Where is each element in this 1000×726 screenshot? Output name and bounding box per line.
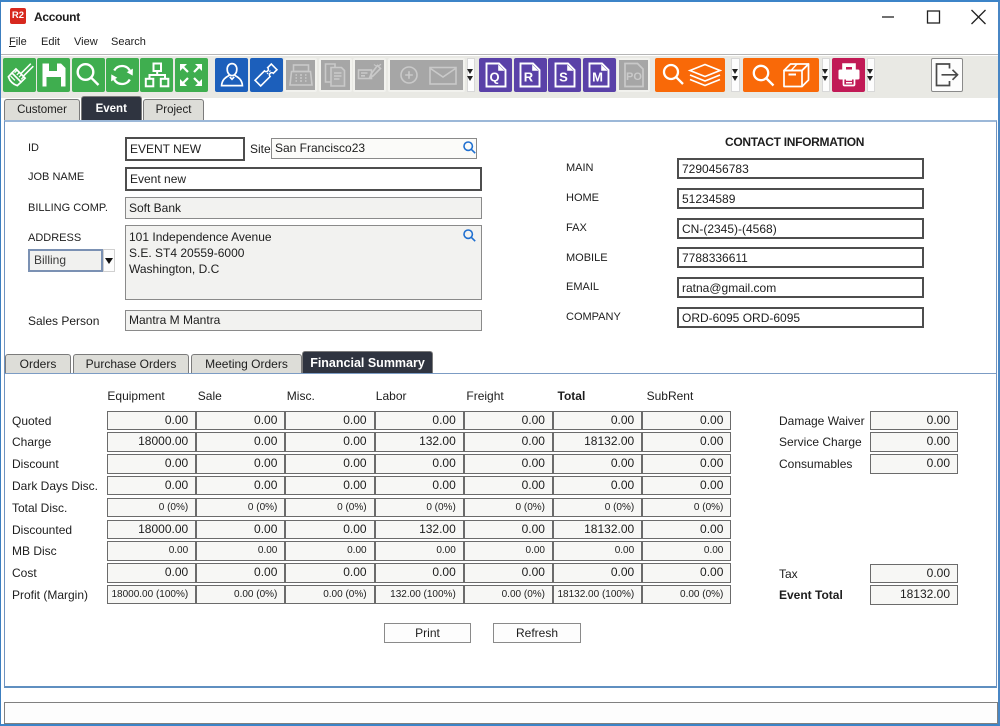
svg-text:M: M	[592, 70, 603, 85]
svg-text:Q: Q	[489, 70, 499, 85]
svg-text:PO: PO	[626, 71, 642, 83]
svg-text:R: R	[524, 70, 534, 85]
svg-text:S: S	[559, 70, 568, 85]
